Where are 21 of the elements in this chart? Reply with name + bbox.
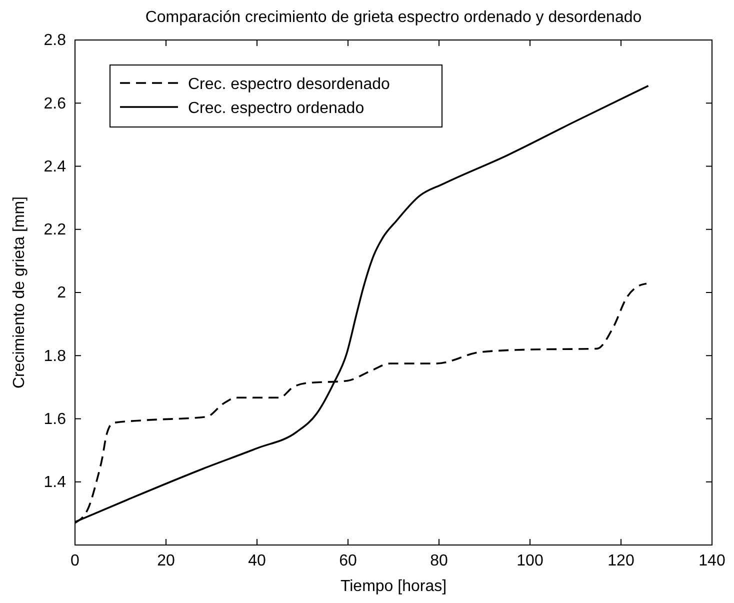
y-tick-label: 2.2 [44, 221, 66, 238]
x-tick-label: 100 [516, 552, 544, 570]
y-tick-label: 2.6 [44, 95, 66, 112]
y-tick-label: 1.8 [44, 348, 66, 365]
x-tick-label: 0 [70, 552, 80, 570]
y-tick-label: 1.4 [44, 474, 66, 491]
chart-title: Comparación crecimiento de grieta espectro ordenado y desordenado [145, 9, 642, 26]
x-tick-label: 40 [248, 552, 266, 570]
x-tick-label: 20 [157, 552, 175, 570]
x-tick-label: 60 [339, 552, 357, 570]
y-axis-title: Crecimiento de grieta [mm] [11, 196, 28, 389]
x-tick-label: 120 [608, 552, 634, 570]
x-tick-label: 140 [698, 552, 726, 570]
legend-label: Crec. espectro ordenado [188, 100, 364, 117]
legend-label: Crec. espectro desordenado [188, 76, 390, 93]
x-axis-title: Tiempo [horas] [340, 578, 447, 595]
y-tick-label: 2 [57, 284, 66, 302]
x-tick-label: 80 [430, 552, 448, 570]
y-tick-label: 1.6 [44, 410, 66, 428]
y-tick-label: 2.4 [44, 158, 66, 176]
y-tick-label: 2.8 [44, 32, 66, 50]
